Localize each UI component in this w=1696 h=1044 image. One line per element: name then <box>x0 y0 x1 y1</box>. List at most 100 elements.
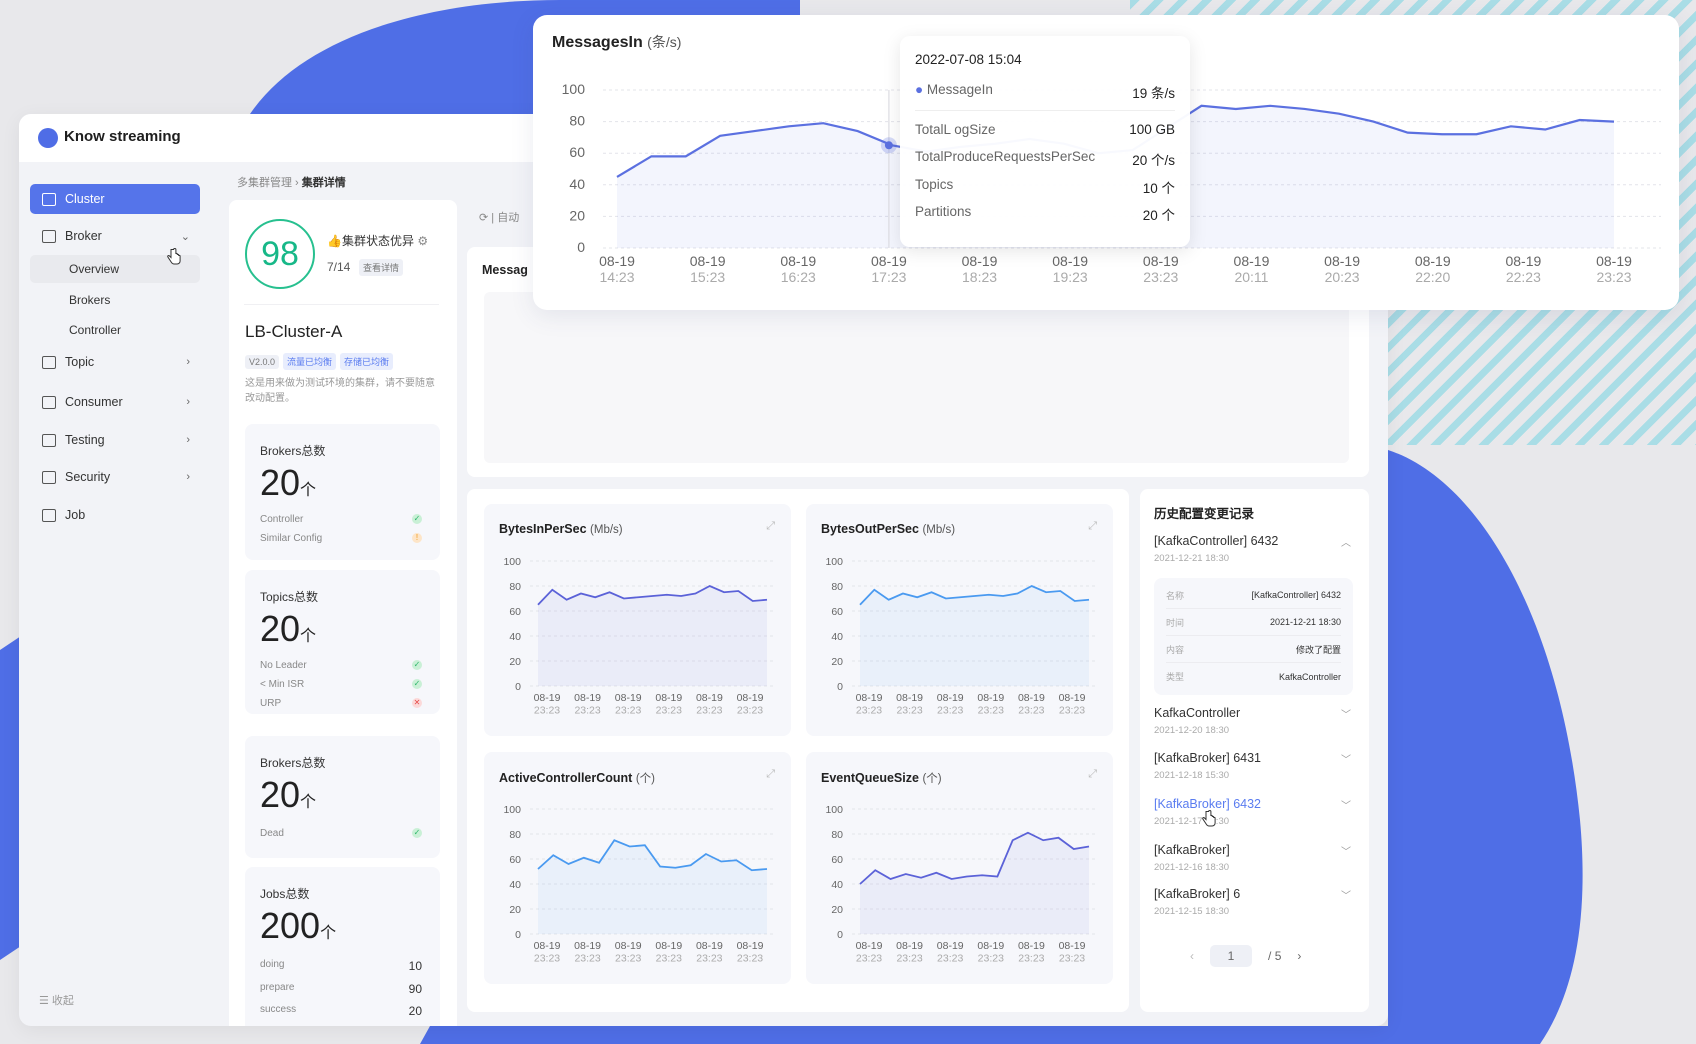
y-tick-label: 0 <box>837 681 843 693</box>
row-value: 90 <box>408 982 422 996</box>
y-tick-label: 60 <box>831 606 843 618</box>
x-tick-label: 08-19 <box>977 940 1004 952</box>
messages-card-title: Messag <box>482 263 528 277</box>
row-value: 20 <box>408 1004 422 1018</box>
sidebar-item-consumer[interactable]: Consumer › <box>30 387 200 417</box>
y-tick-label: 40 <box>509 879 521 891</box>
sidebar-subitem-brokers[interactable]: Brokers <box>69 293 111 307</box>
row-label: Topics <box>915 177 954 192</box>
history-item[interactable]: [KafkaBroker] 6432 2021-12-17 18:30 ﹀ <box>1154 797 1355 827</box>
stat-number: 200 <box>260 905 321 946</box>
chevron-down-icon[interactable]: ﹀ <box>1341 710 1351 721</box>
jobs-stat: Jobs总数 200个 doing 10 prepare 90 success 20 <box>245 867 440 1026</box>
expand-icon[interactable]: ⤢ <box>1088 520 1097 532</box>
chevron-down-icon[interactable]: ﹀ <box>1341 755 1351 766</box>
tooltip-time: 2022-07-08 15:04 <box>915 52 1022 67</box>
y-tick-label: 80 <box>509 581 521 593</box>
page-input[interactable]: 1 <box>1210 945 1252 967</box>
x-tick-label: 08-19 <box>856 692 883 704</box>
breadcrumb-current: 集群详情 <box>301 177 346 189</box>
item-time: 2021-12-21 18:30 <box>1154 553 1230 564</box>
expand-icon[interactable]: ⤢ <box>766 768 775 780</box>
chart-title: BytesOutPerSec (Mb/s) <box>821 522 955 536</box>
y-tick-label: 0 <box>837 929 843 941</box>
y-tick-label: 20 <box>509 904 521 916</box>
chart-title-text: EventQueueSize <box>821 771 919 785</box>
prev-page-button[interactable]: ‹ <box>1190 949 1194 963</box>
collapse-sidebar-button[interactable]: ☰ 收起 <box>39 992 74 1008</box>
history-item[interactable]: [KafkaBroker] 6431 2021-12-18 15:30 ﹀ <box>1154 751 1355 781</box>
chevron-down-icon[interactable]: ﹀ <box>1341 891 1351 902</box>
sidebar-item-cluster[interactable]: Cluster <box>30 184 200 214</box>
y-tick-label: 80 <box>831 829 843 841</box>
breadcrumb-parent[interactable]: 多集群管理 <box>237 177 292 189</box>
x-tick-label: 23:23 <box>574 705 600 717</box>
history-item[interactable]: KafkaController 2021-12-20 18:30 ﹀ <box>1154 706 1355 736</box>
chevron-right-icon: › <box>186 434 190 446</box>
y-tick-label: 0 <box>515 681 521 693</box>
stat-number: 20 <box>260 608 301 649</box>
tooltip-row: TotalL ogSize 100 GB <box>915 122 1175 137</box>
stat-label: Brokers总数 <box>260 444 326 458</box>
expand-icon[interactable]: ⤢ <box>766 520 775 532</box>
x-tick-label: 23:23 <box>978 705 1004 717</box>
sidebar-item-broker[interactable]: Broker ⌄ <box>30 221 200 251</box>
sidebar-item-job[interactable]: Job <box>30 500 200 530</box>
detail-row: 名称 [KafkaController] 6432 <box>1166 582 1341 609</box>
sidebar-item-topic[interactable]: Topic › <box>30 347 200 377</box>
x-tick-label: 23:23 <box>574 953 600 965</box>
detail-key: 内容 <box>1166 644 1185 655</box>
sidebar-subitem-overview[interactable]: Overview <box>30 255 200 283</box>
item-time: 2021-12-18 15:30 <box>1154 770 1230 781</box>
brokers-dead-stat: Brokers总数 20个 Dead ✓ <box>245 736 440 858</box>
x-tick-label: 08-19 <box>1059 940 1086 952</box>
item-name: [KafkaBroker] 6431 <box>1154 751 1262 765</box>
chevron-down-icon[interactable]: ﹀ <box>1341 801 1351 812</box>
history-item[interactable]: [KafkaController] 6432 2021-12-21 18:30 ︿ <box>1154 534 1355 564</box>
x-tick-label: 08-19 <box>896 692 923 704</box>
brokers-stat: Brokers总数 20个 Controller ✓ Similar Config… <box>245 424 440 560</box>
check-square-icon <box>42 433 56 447</box>
check-icon: ✓ <box>412 660 422 670</box>
x-tick-label: 20:23 <box>1325 269 1360 285</box>
x-tick-label: 08-19 <box>1234 253 1270 269</box>
y-tick-label: 60 <box>509 606 521 618</box>
page-total: 5 <box>1274 949 1282 963</box>
chevron-up-icon[interactable]: ︿ <box>1341 538 1351 549</box>
stat-unit: 个 <box>320 925 337 942</box>
expand-icon[interactable]: ⤢ <box>1088 768 1097 780</box>
row-label: URP <box>260 698 282 709</box>
x-tick-label: 08-19 <box>696 692 723 704</box>
stat-row: < Min ISR ✓ <box>260 679 422 690</box>
chevron-right-icon: › <box>186 396 190 408</box>
chart-unit: (Mb/s) <box>590 524 623 536</box>
settings-icon[interactable]: ⚙ <box>417 234 429 248</box>
next-page-button[interactable]: › <box>1297 949 1302 963</box>
x-tick-label: 23:23 <box>896 953 922 965</box>
event-queue-chart: 10080604020008-1923:2308-1923:2308-1923:… <box>825 804 1096 965</box>
sidebar-item-label: Security <box>65 470 111 484</box>
chevron-down-icon[interactable]: ﹀ <box>1341 847 1351 858</box>
collapse-label: 收起 <box>51 995 74 1007</box>
y-tick-label: 20 <box>569 207 585 223</box>
x-tick-label: 08-19 <box>1324 253 1360 269</box>
cluster-status: 👍集群状态优异 ⚙ <box>327 232 428 249</box>
auto-refresh-toggle[interactable]: 自动 <box>497 212 520 224</box>
item-time: 2021-12-17 18:30 <box>1154 816 1230 827</box>
x-tick-label: 23:23 <box>737 953 763 965</box>
stat-number: 20 <box>260 462 301 503</box>
chart-title: BytesInPerSec (Mb/s) <box>499 522 623 536</box>
refresh-icon[interactable]: ⟳ <box>479 212 489 224</box>
item-time: 2021-12-16 18:30 <box>1154 862 1230 873</box>
view-detail-link[interactable]: 查看详情 <box>359 259 404 276</box>
chevron-right-icon: › <box>186 471 190 483</box>
check-icon: ✓ <box>412 828 422 838</box>
history-item[interactable]: [KafkaBroker] 6 2021-12-15 18:30 ﹀ <box>1154 887 1355 917</box>
history-item[interactable]: [KafkaBroker] 2021-12-16 18:30 ﹀ <box>1154 843 1355 873</box>
security-icon <box>42 470 56 484</box>
sidebar-item-testing[interactable]: Testing › <box>30 425 200 455</box>
sidebar-subitem-controller[interactable]: Controller <box>69 323 122 337</box>
y-tick-label: 20 <box>831 656 843 668</box>
sidebar-item-security[interactable]: Security › <box>30 462 200 492</box>
x-tick-label: 08-19 <box>1018 940 1045 952</box>
